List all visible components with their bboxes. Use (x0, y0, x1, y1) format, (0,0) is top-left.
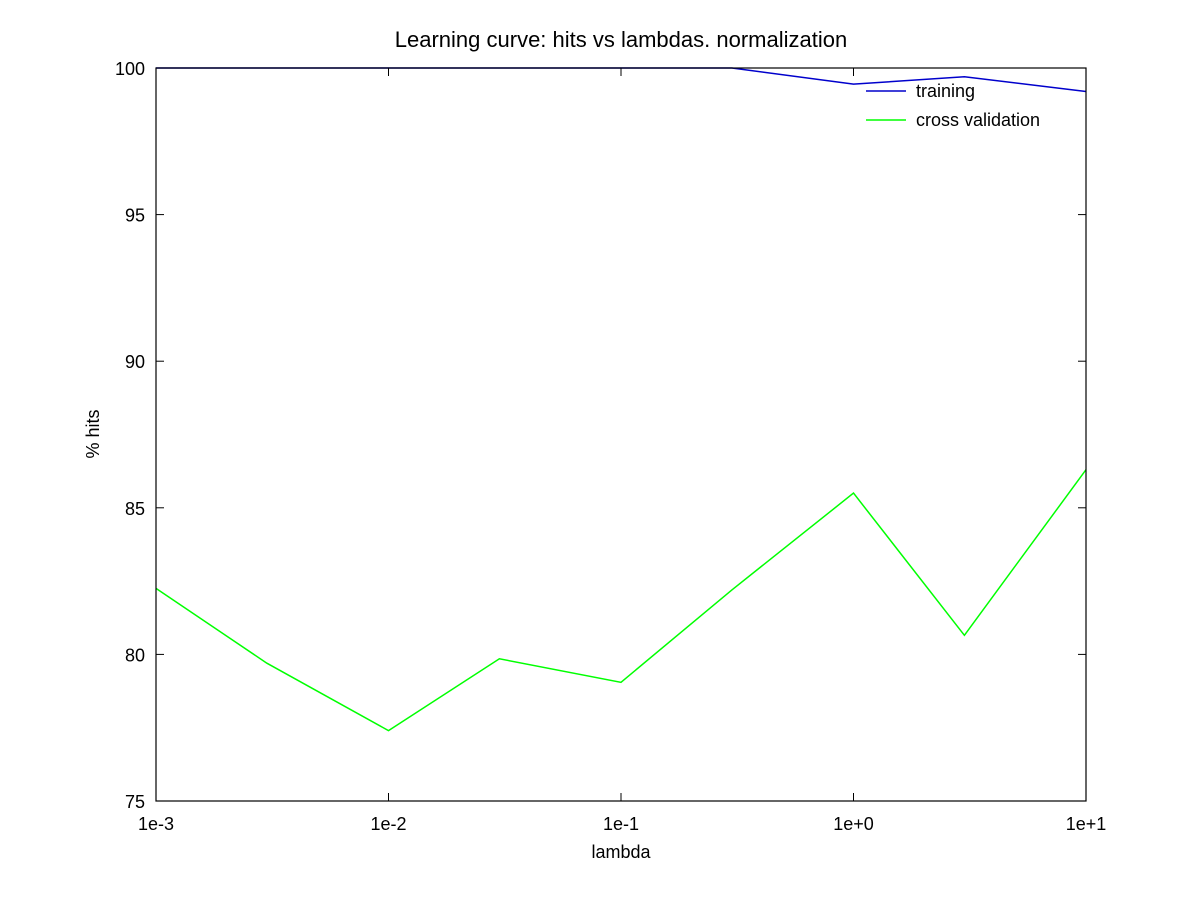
legend-label-training: training (916, 81, 975, 101)
x-tick-label: 1e-1 (603, 814, 639, 834)
y-tick-label: 90 (125, 352, 145, 372)
y-axis-label: % hits (83, 409, 103, 458)
series-line-cross-validation (155, 469, 1087, 732)
x-tick-label: 1e+1 (1066, 814, 1107, 834)
series-layer (155, 67, 1087, 732)
plot-area (155, 67, 1087, 802)
legend-label-cross-validation: cross validation (916, 110, 1040, 130)
x-axis: 1e-3 1e-2 1e-1 1e+0 1e+1 (138, 68, 1106, 834)
y-tick-label: 80 (125, 645, 145, 665)
legend: training cross validation (866, 81, 1040, 130)
plot-frame (155, 67, 1087, 802)
x-tick-label: 1e-2 (370, 814, 406, 834)
y-axis: 75 80 85 90 95 100 (115, 59, 1086, 812)
x-tick-label: 1e-3 (138, 814, 174, 834)
y-tick-label: 75 (125, 792, 145, 812)
y-tick-label: 95 (125, 206, 145, 226)
chart-title: Learning curve: hits vs lambdas. normali… (395, 27, 847, 52)
y-tick-label: 85 (125, 499, 145, 519)
y-tick-label: 100 (115, 59, 145, 79)
x-axis-label: lambda (591, 842, 651, 862)
x-tick-label: 1e+0 (833, 814, 874, 834)
